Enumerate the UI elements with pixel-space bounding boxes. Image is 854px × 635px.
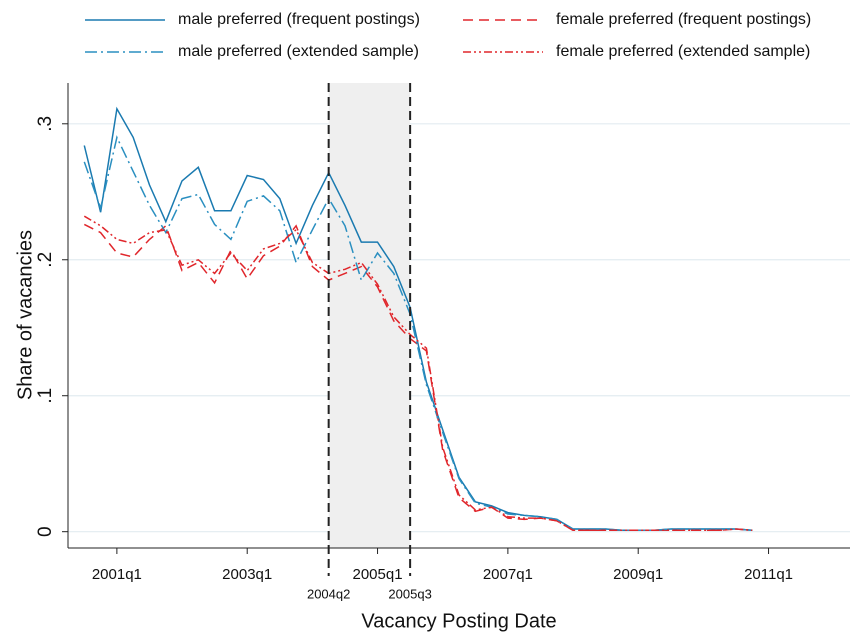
series-line	[83, 215, 753, 532]
y-tick-label: 0	[35, 526, 56, 537]
x-tick-label: 2001q1	[92, 566, 142, 583]
legend-label: female preferred (extended sample)	[556, 43, 810, 60]
x-tick-label: 2009q1	[613, 566, 663, 583]
y-tick-label: .3	[35, 116, 56, 132]
y-tick-label: .1	[35, 388, 56, 404]
x-tick-label: 2005q1	[353, 566, 403, 583]
legend-label: female preferred (frequent postings)	[556, 11, 811, 28]
series-line	[83, 135, 753, 532]
x-axis-title: Vacancy Posting Date	[361, 610, 556, 632]
x-tick-label: 2011q1	[744, 566, 793, 583]
shaded-period	[328, 83, 411, 548]
y-tick-label: .2	[35, 252, 56, 268]
x-tick-label: 2007q1	[483, 566, 533, 583]
period-label: 2005q3	[388, 586, 431, 601]
series-line	[83, 223, 753, 532]
legend-label: male preferred (extended sample)	[178, 43, 419, 60]
period-label: 2004q2	[307, 586, 350, 601]
legend-label: male preferred (frequent postings)	[178, 11, 420, 28]
y-axis-title: Share of vacancies	[14, 230, 36, 400]
x-tick-label: 2003q1	[222, 566, 272, 583]
